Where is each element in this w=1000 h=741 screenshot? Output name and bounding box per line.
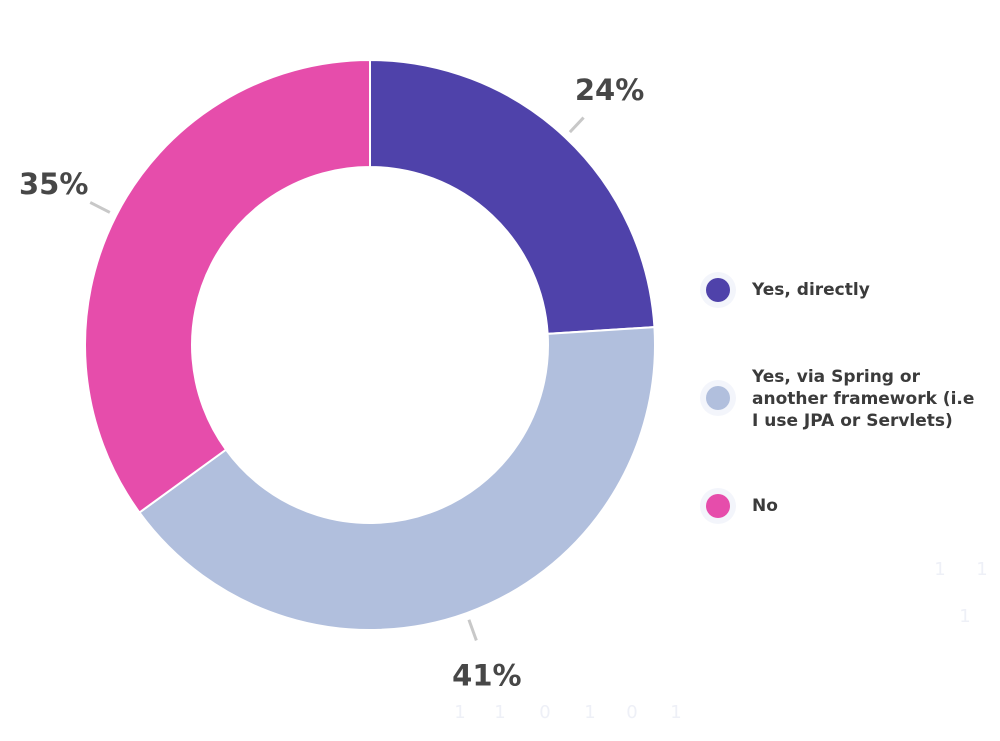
legend-swatch-yes-directly xyxy=(706,278,730,302)
legend-label: Yes, via Spring or another framework (i.… xyxy=(752,367,975,431)
legend-item-yes-via-spring[interactable]: Yes, via Spring or another framework (i.… xyxy=(700,366,982,432)
data-label-yes-via-spring-or-another-fram: 41% xyxy=(452,659,521,693)
percentage-labels: 24% 41% 35% xyxy=(19,73,644,693)
legend-swatch-ring xyxy=(700,272,736,308)
leader-line-no xyxy=(89,201,111,214)
legend-item-no[interactable]: No xyxy=(700,488,982,524)
legend-label: No xyxy=(752,496,778,516)
legend-item-yes-directly[interactable]: Yes, directly xyxy=(700,272,982,308)
watermark-digit: 1 xyxy=(494,702,505,723)
watermark-digit: 1 xyxy=(976,559,987,580)
legend-swatch-yes-via-spring xyxy=(706,386,730,410)
leader-line-yes-via-spring-or-another-fram xyxy=(467,619,478,641)
watermark-digit: 1 xyxy=(454,702,465,723)
watermark-digit: 1 xyxy=(670,702,681,723)
background-watermark: 1 1 0 1 0 1 1 1 1 xyxy=(454,559,987,723)
data-label-no: 35% xyxy=(19,167,88,201)
leader-line-yes-directly xyxy=(568,116,585,134)
legend-swatch-ring xyxy=(700,488,736,524)
watermark-digit: 1 xyxy=(934,559,945,580)
watermark-digit: 1 xyxy=(959,606,970,627)
watermark-digit: 1 xyxy=(584,702,595,723)
slice-no[interactable] xyxy=(84,58,371,514)
watermark-digit: 0 xyxy=(539,702,550,723)
donut-slices xyxy=(84,58,656,631)
legend: Yes, directly Yes, via Spring or another… xyxy=(700,0,990,741)
data-label-yes-directly: 24% xyxy=(575,73,644,107)
watermark-digit: 0 xyxy=(626,702,637,723)
legend-swatch-ring xyxy=(700,380,736,416)
leader-lines xyxy=(89,116,585,641)
legend-label: Yes, directly xyxy=(752,280,870,300)
slice-yes-via-spring-or-another-fram[interactable] xyxy=(138,326,656,631)
slice-yes-directly[interactable] xyxy=(369,58,656,335)
legend-swatch-no xyxy=(706,494,730,518)
